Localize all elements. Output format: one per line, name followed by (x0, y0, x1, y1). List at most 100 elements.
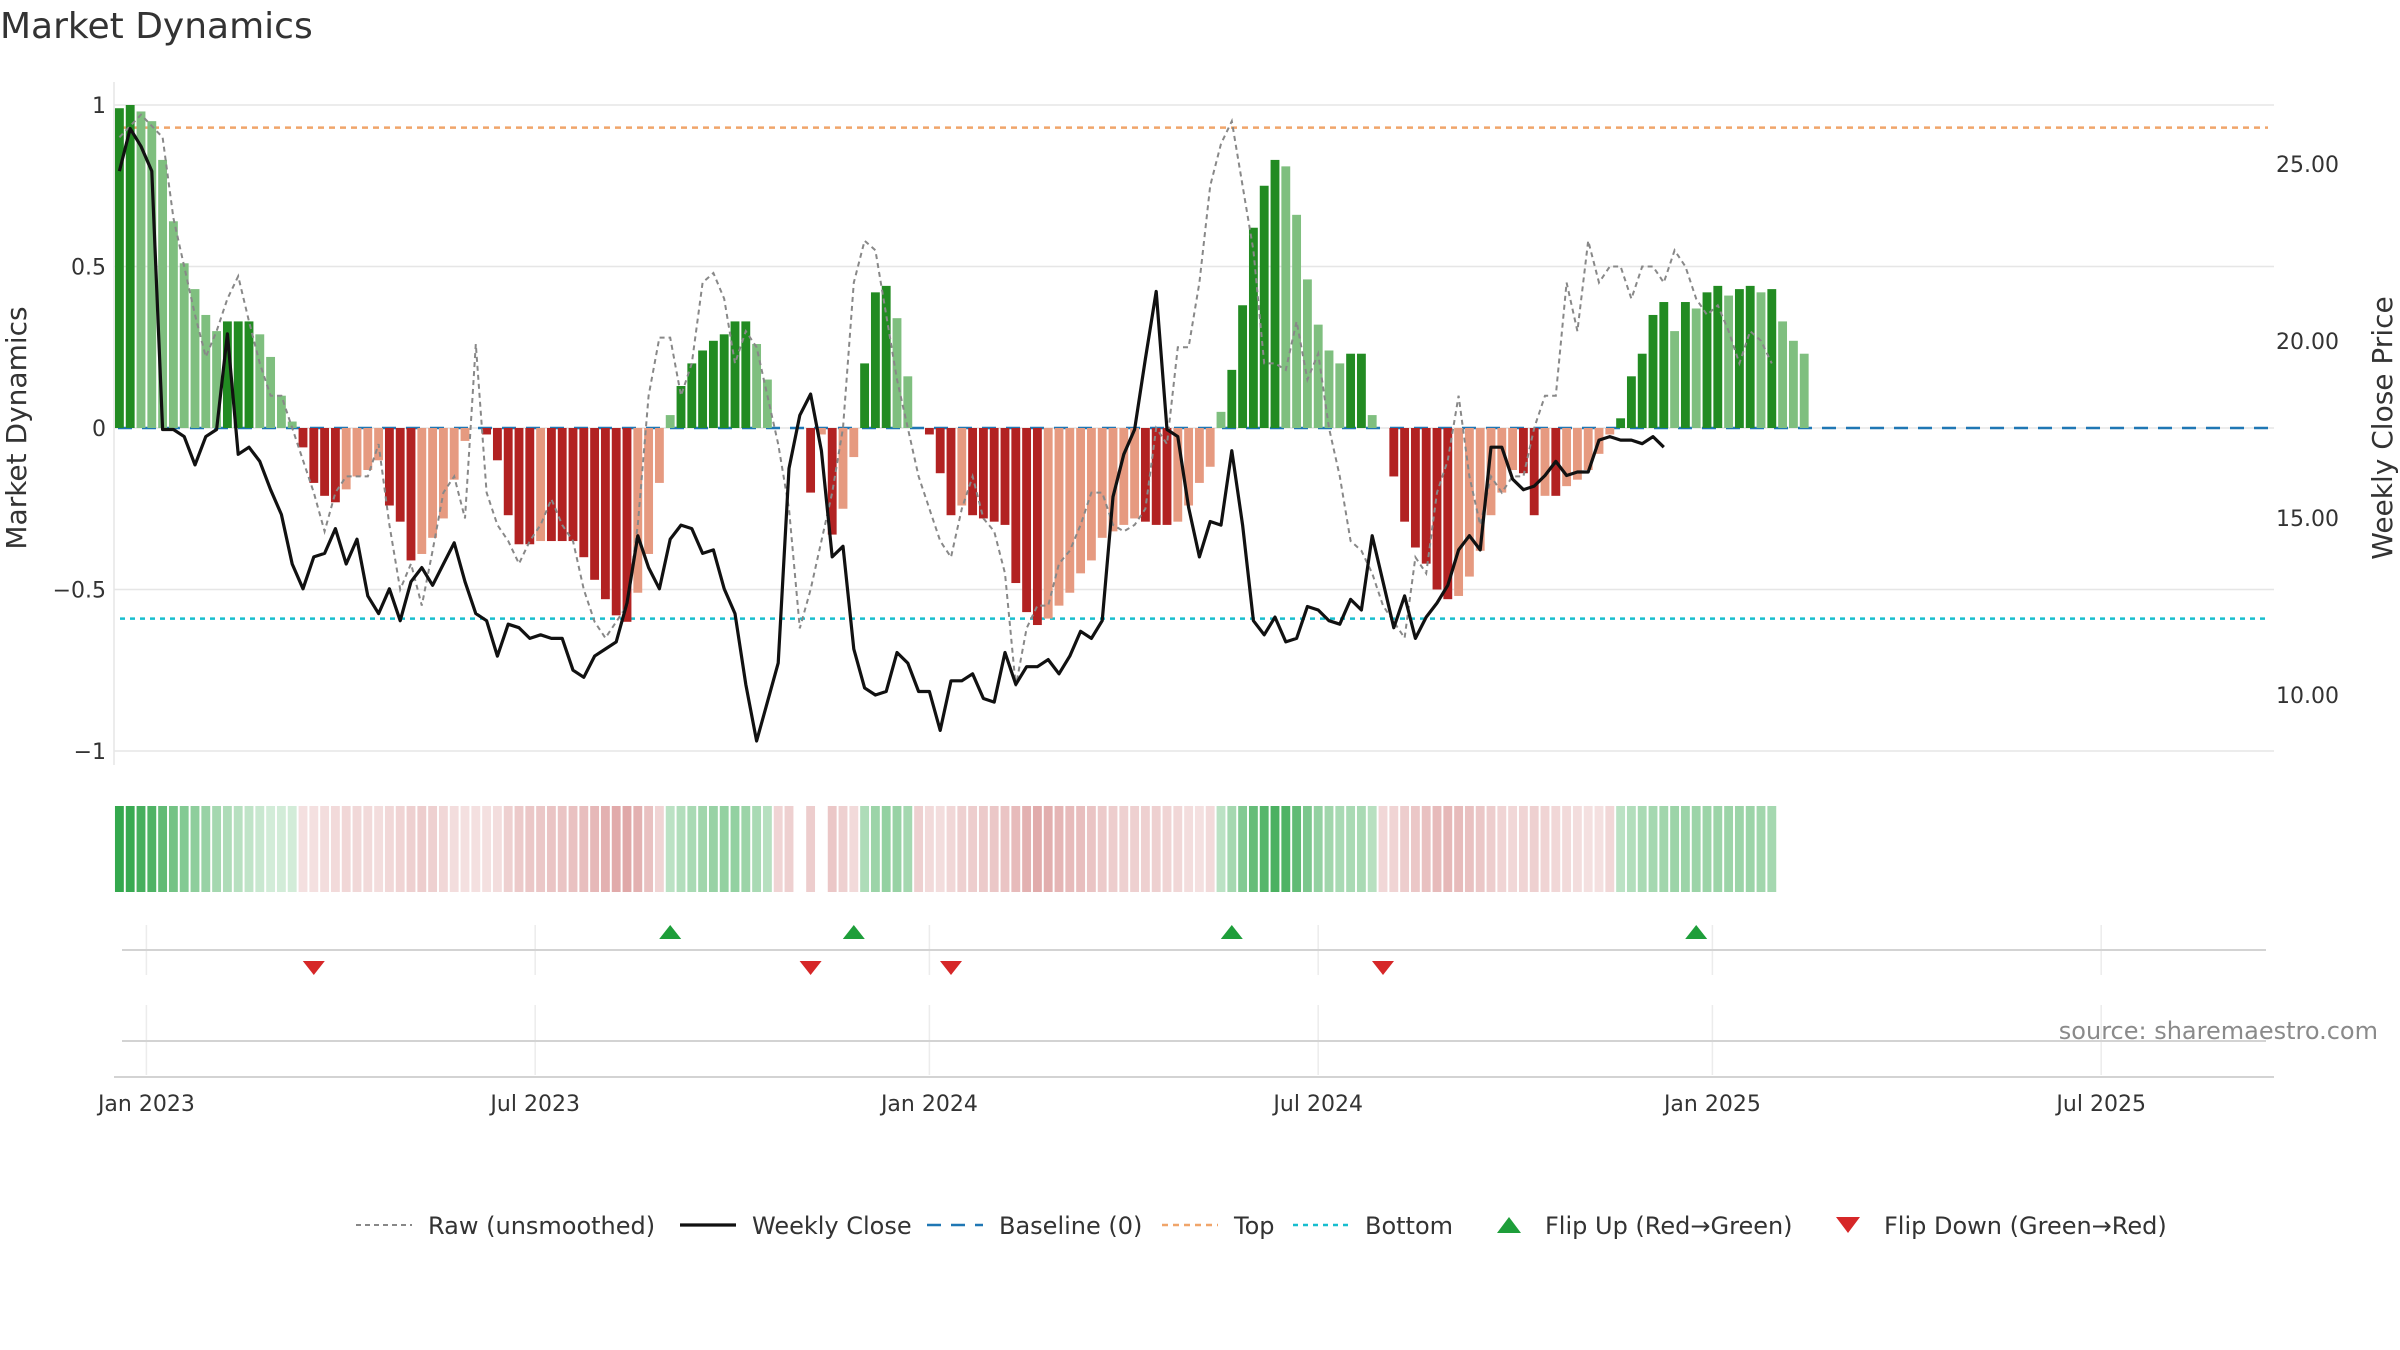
regime-strip-cell (1346, 806, 1356, 892)
regime-strip-cell (1108, 806, 1118, 892)
regime-strip-cell (1054, 806, 1064, 892)
regime-strip-cell (1302, 806, 1312, 892)
market-dynamics-bar (1745, 285, 1755, 428)
market-dynamics-bar (1119, 428, 1129, 525)
market-dynamics-bar (1043, 428, 1053, 619)
market-dynamics-bar (1788, 340, 1798, 428)
regime-strip-cell (201, 806, 211, 892)
market-dynamics-bar (1626, 376, 1636, 428)
legend-label: Flip Up (Red→Green) (1545, 1212, 1793, 1240)
market-dynamics-bar (1227, 369, 1237, 428)
market-dynamics-bar (298, 428, 308, 448)
market-dynamics-bar (1032, 428, 1042, 626)
market-dynamics-bar (363, 428, 373, 470)
regime-strip-cell (1313, 806, 1323, 892)
legend-label: Raw (unsmoothed) (428, 1212, 655, 1240)
market-dynamics-bar (482, 428, 492, 435)
flip-down-marker (940, 961, 962, 975)
market-dynamics-bar (492, 428, 502, 461)
market-dynamics-bar (827, 428, 837, 535)
market-dynamics-bar (1162, 428, 1172, 525)
market-dynamics-bar (514, 428, 524, 545)
market-dynamics-bar (665, 415, 675, 428)
market-dynamics-bar (233, 321, 243, 428)
flip-up-marker (842, 925, 865, 939)
market-dynamics-bar (1400, 428, 1410, 522)
market-dynamics-bar (1605, 428, 1615, 435)
regime-strip-cell (179, 806, 189, 892)
y-tick-label: −1 (74, 740, 106, 765)
regime-strip-cell (1400, 806, 1410, 892)
legend-item-close: Weekly Close (680, 1212, 912, 1240)
regime-strip-cell (514, 806, 524, 892)
market-dynamics-bar (546, 428, 556, 542)
y-tick-label: 0 (92, 417, 106, 442)
regime-strip-cell (600, 806, 610, 892)
y-right-tick-label: 20.00 (2276, 330, 2339, 355)
market-dynamics-bar (1778, 321, 1788, 428)
regime-strip-cell (1270, 806, 1280, 892)
legend-label: Bottom (1365, 1212, 1453, 1240)
market-dynamics-bar (1151, 428, 1161, 525)
regime-strip-cell (1151, 806, 1161, 892)
market-dynamics-bar (1432, 428, 1442, 590)
market-dynamics-bar (1281, 166, 1291, 428)
regime-strip-cell (1454, 806, 1464, 892)
market-dynamics-bar (1356, 353, 1366, 428)
legend-label: Flip Down (Green→Red) (1884, 1212, 2167, 1240)
regime-strip-cell (406, 806, 416, 892)
market-dynamics-bar (1454, 428, 1464, 596)
market-dynamics-bar (1648, 314, 1658, 428)
market-dynamics-bar (1292, 214, 1302, 428)
regime-strip-cell (1691, 806, 1701, 892)
regime-strip-cell (1140, 806, 1150, 892)
regime-strip-cell (374, 806, 384, 892)
market-dynamics-bar (968, 428, 978, 516)
market-dynamics-bar (730, 321, 740, 428)
legend-item-flip_down: Flip Down (Green→Red) (1836, 1212, 2167, 1240)
legend-item-raw: Raw (unsmoothed) (356, 1212, 655, 1240)
market-dynamics-bar (1486, 428, 1496, 516)
regime-strip-cell (1410, 806, 1420, 892)
market-dynamics-bar (1659, 302, 1669, 428)
regime-strip-cell (395, 806, 405, 892)
regime-strip-cell (1583, 806, 1593, 892)
market-dynamics-bar (1583, 428, 1593, 470)
x-tick-label: Jan 2025 (1662, 1092, 1761, 1117)
market-dynamics-bar (1637, 353, 1647, 428)
market-dynamics-bar (741, 321, 751, 428)
raw-unsmoothed-line (118, 113, 1773, 687)
regime-strip-cell (492, 806, 502, 892)
x-tick-label: Jul 2024 (1271, 1092, 1363, 1117)
regime-strip-cell (860, 806, 870, 892)
regime-strip-cell (266, 806, 276, 892)
regime-strip-cell (168, 806, 178, 892)
market-dynamics-bar (881, 285, 891, 428)
regime-strip-cell (1130, 806, 1140, 892)
regime-strip-cell (1065, 806, 1075, 892)
market-dynamics-bar (1540, 428, 1550, 496)
market-dynamics-bar (384, 428, 394, 506)
y-tick-label: −0.5 (53, 579, 106, 604)
regime-strip-cell (1259, 806, 1269, 892)
flip-up-marker (1685, 925, 1708, 939)
market-dynamics-bar (1054, 428, 1064, 606)
market-dynamics-bar (1065, 428, 1075, 593)
regime-strip-cell (341, 806, 351, 892)
market-dynamics-bar (309, 428, 319, 483)
regime-strip-cell (633, 806, 643, 892)
market-dynamics-bar (1497, 428, 1507, 493)
lines-layer (117, 113, 1773, 743)
regime-strip-cell (1000, 806, 1010, 892)
market-dynamics-bar (1259, 185, 1269, 428)
legend-item-baseline: Baseline (0) (927, 1212, 1142, 1240)
regime-strip-cell (1594, 806, 1604, 892)
market-dynamics-bar (125, 105, 135, 428)
regime-strip-cell (1648, 806, 1658, 892)
market-dynamics-bar (676, 386, 686, 428)
regime-strip-cell (1238, 806, 1248, 892)
flip-down-marker (1372, 961, 1394, 975)
market-dynamics-bar (1734, 289, 1744, 428)
market-dynamics-bar (838, 428, 848, 509)
market-dynamics-bar (536, 428, 546, 542)
